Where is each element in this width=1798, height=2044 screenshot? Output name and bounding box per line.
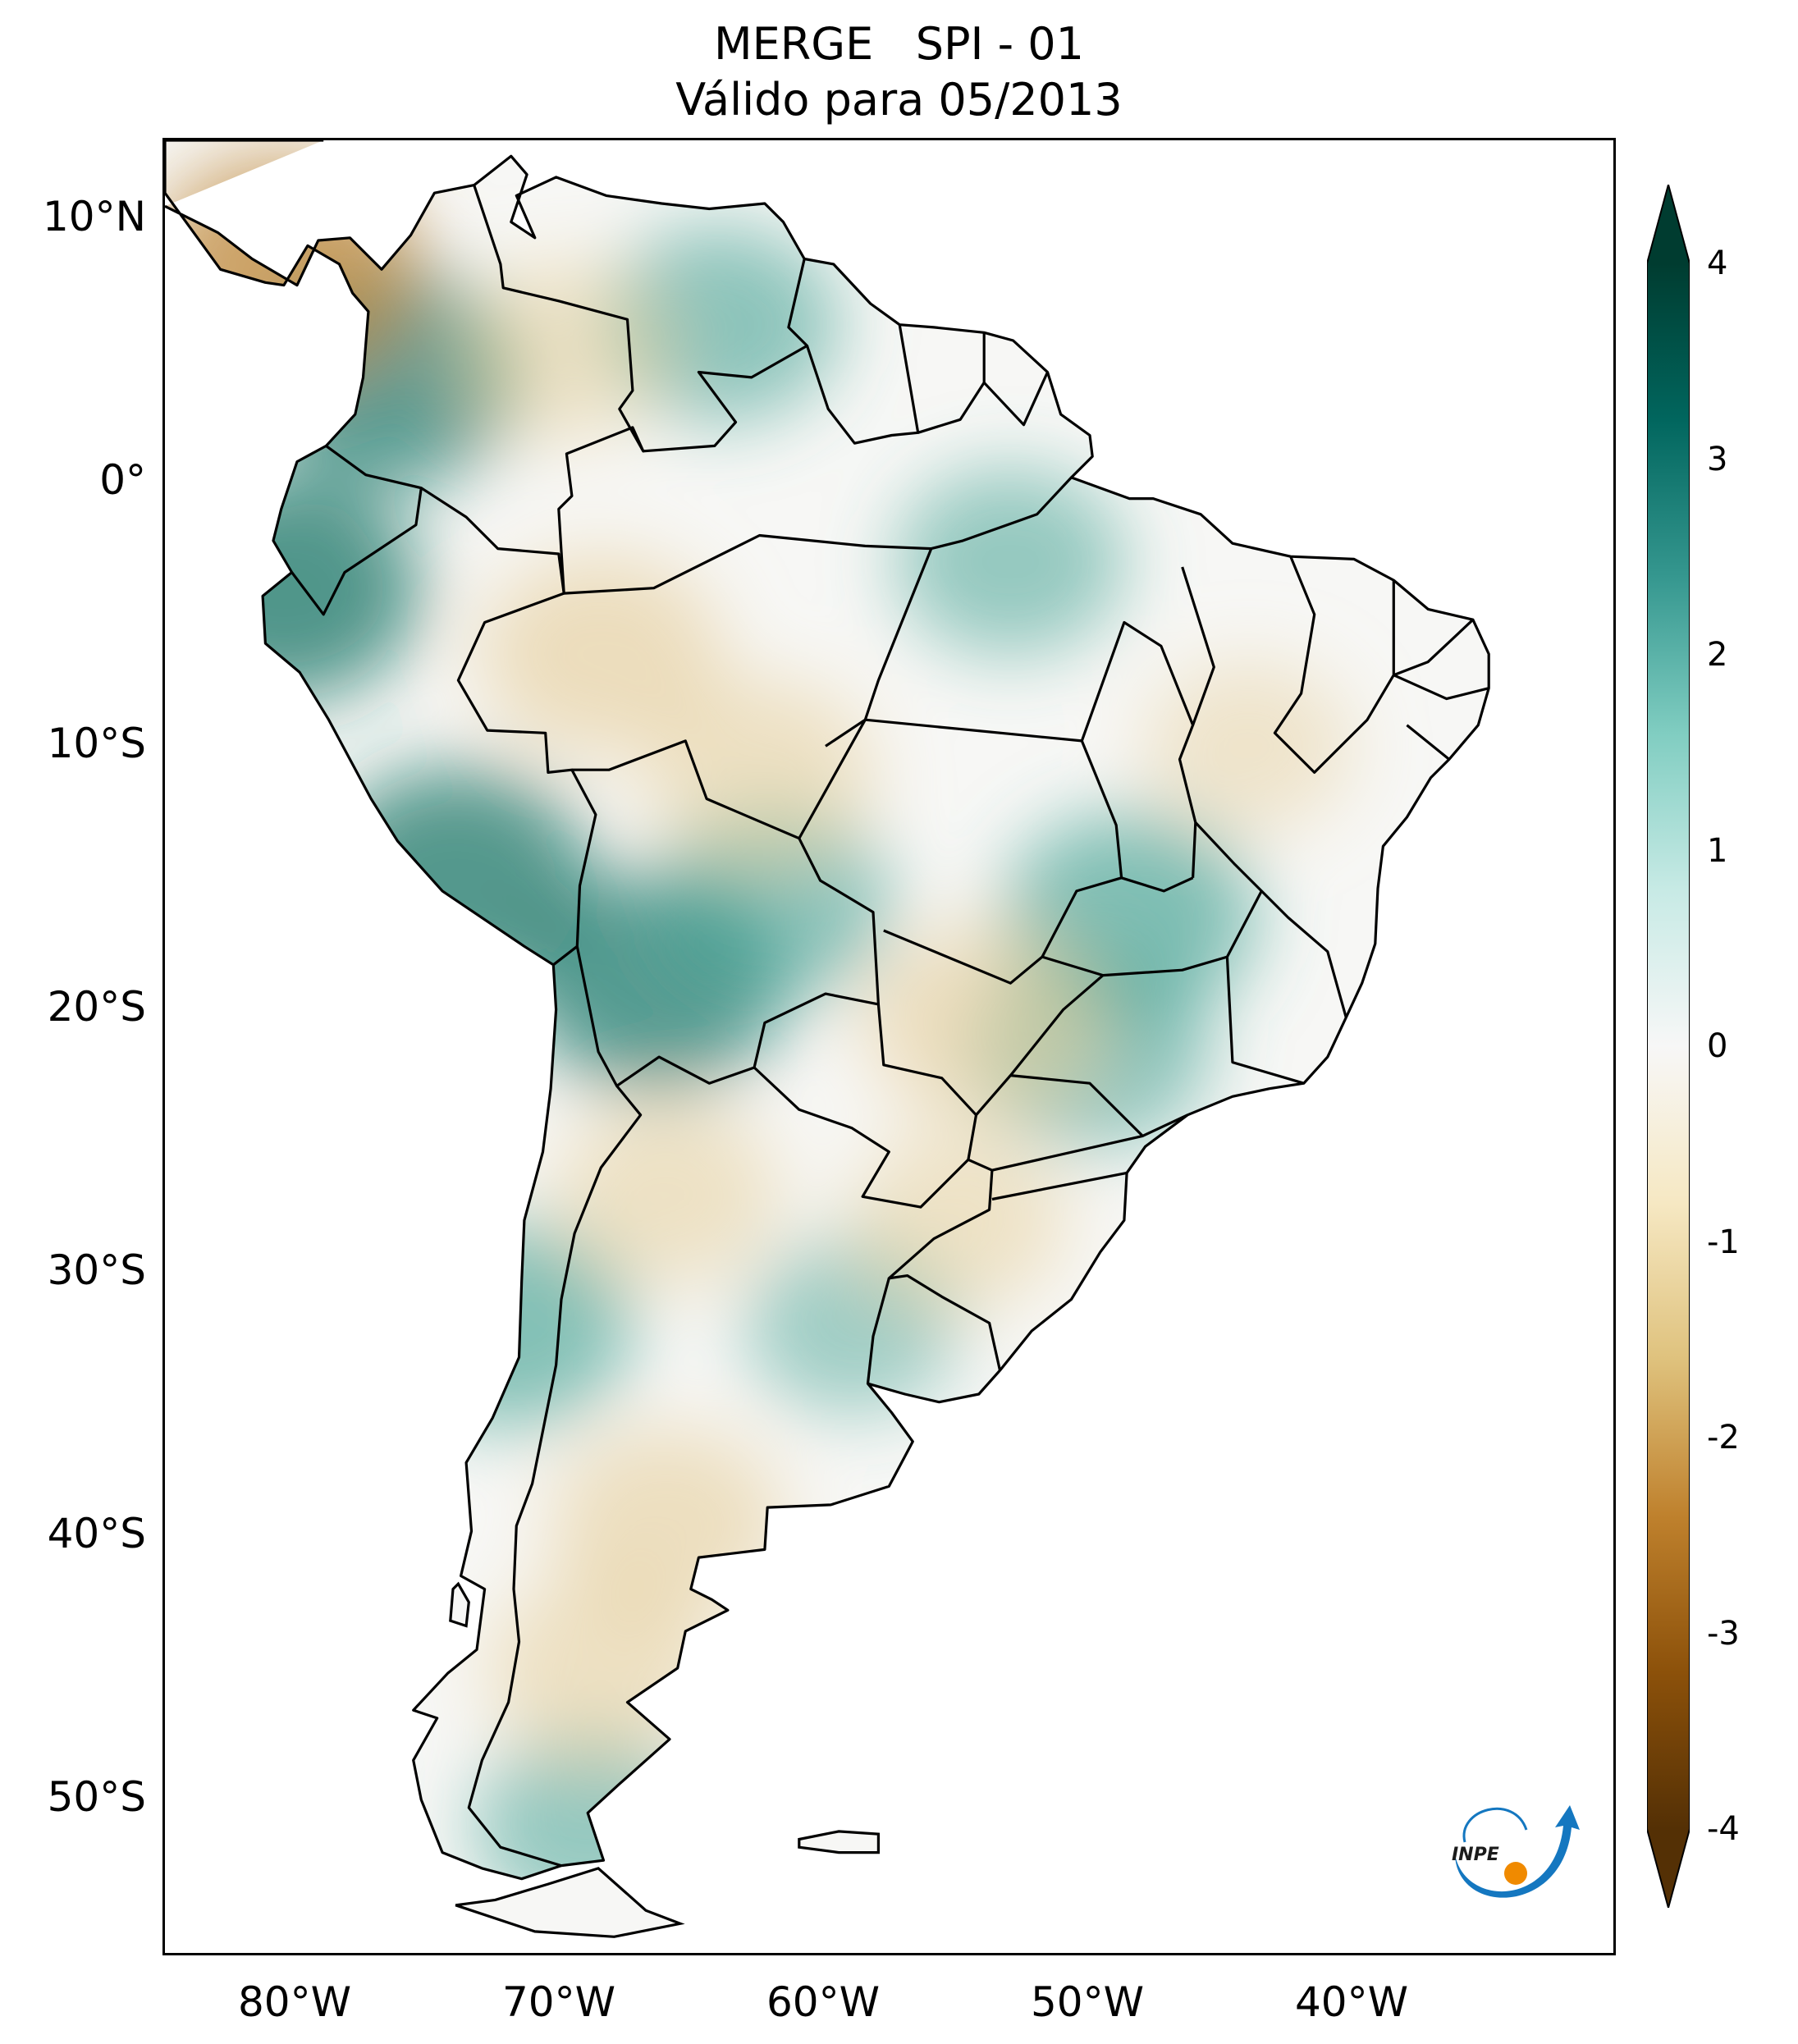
spi-anomaly-dry <box>1143 660 1354 833</box>
spi-anomaly-wet <box>895 467 1126 656</box>
logo-dot <box>1504 1862 1527 1885</box>
colorbar-tick-label: -2 <box>1707 1419 1740 1456</box>
colorbar-tick-label: 4 <box>1707 245 1728 282</box>
colorbar-tick-label: -1 <box>1707 1223 1740 1261</box>
island <box>449 1581 470 1628</box>
border-line <box>473 185 645 594</box>
border-line <box>564 533 931 595</box>
island <box>455 1867 685 1938</box>
border-line <box>1181 566 1215 726</box>
lat-tick-label: 50°S <box>47 1773 146 1822</box>
spi-anomaly-dry <box>478 553 724 755</box>
island <box>798 1830 880 1854</box>
colorbar-tick-label: 1 <box>1707 831 1728 870</box>
border-line <box>1273 556 1395 774</box>
colorbar-tick-label: -3 <box>1707 1614 1740 1653</box>
colorbar-tick-label: -4 <box>1707 1810 1740 1848</box>
border-line <box>983 371 1049 427</box>
map-title: MERGE SPI - 01 <box>714 18 1084 70</box>
border-line <box>643 258 809 453</box>
spi-anomaly-dry <box>486 1573 716 1763</box>
islands <box>449 1581 880 1938</box>
spi-anomaly-dry <box>554 1101 780 1287</box>
spi-anomaly-dry <box>848 1130 1068 1311</box>
map-canvas <box>165 140 1490 1938</box>
colorbar-body <box>1647 263 1690 1829</box>
lat-tick-label: 40°S <box>47 1510 146 1558</box>
spi-anomaly-dry <box>451 260 671 441</box>
coastline <box>165 140 1490 1881</box>
spi-anomaly-dry <box>644 678 875 867</box>
border-line <box>1393 619 1474 677</box>
lat-tick-label: 20°S <box>47 983 146 1031</box>
colorbar <box>1647 185 1690 1908</box>
logo-arrow-icon <box>1455 1805 1580 1898</box>
border-line <box>1194 821 1347 1018</box>
colorbar-tick-label: 2 <box>1707 636 1728 674</box>
border-line <box>917 332 986 434</box>
logo-orbit <box>1462 1807 1528 1843</box>
border-line <box>753 1004 978 1209</box>
border-line <box>991 1171 1128 1201</box>
inpe-logo: INPE <box>1452 1805 1580 1898</box>
colorbar-extend-max <box>1647 185 1690 263</box>
spi-anomaly-dry <box>864 924 1105 1122</box>
lat-tick-label: 10°N <box>42 193 146 241</box>
colorbar-tick-label: 3 <box>1707 440 1728 478</box>
border-line <box>975 1074 1012 1116</box>
lon-tick-label: 70°W <box>501 1978 616 2026</box>
lon-tick-label: 80°W <box>237 1978 352 2026</box>
map-subtitle: Válido para 05/2013 <box>675 74 1123 126</box>
lon-tick-label: 60°W <box>766 1978 881 2026</box>
border-line <box>1393 674 1489 701</box>
country-borders <box>291 185 1489 1868</box>
border-line <box>467 1085 643 1868</box>
border-line <box>991 1134 1143 1172</box>
lat-tick-label: 0° <box>99 456 146 505</box>
border-line <box>866 1278 890 1384</box>
lat-tick-label: 10°S <box>47 720 146 768</box>
colorbar-tick-label: 0 <box>1707 1027 1728 1065</box>
map-panel <box>162 138 1616 1955</box>
lat-tick-label: 30°S <box>47 1246 146 1295</box>
border-line <box>887 1158 1002 1371</box>
border-line <box>1406 724 1450 761</box>
border-line <box>805 324 920 445</box>
lon-tick-label: 50°W <box>1030 1978 1145 2026</box>
border-line <box>571 739 880 1087</box>
colorbar-extend-min <box>1647 1829 1690 1908</box>
border-line <box>420 487 597 967</box>
logo-text: INPE <box>1452 1845 1499 1865</box>
border-line <box>1121 876 1194 893</box>
land-background <box>165 140 1489 1879</box>
lon-tick-label: 40°W <box>1294 1978 1409 2026</box>
border-line <box>291 445 423 616</box>
border-line <box>1041 890 1263 977</box>
border-line <box>1009 974 1188 1137</box>
border-line <box>1225 957 1305 1085</box>
